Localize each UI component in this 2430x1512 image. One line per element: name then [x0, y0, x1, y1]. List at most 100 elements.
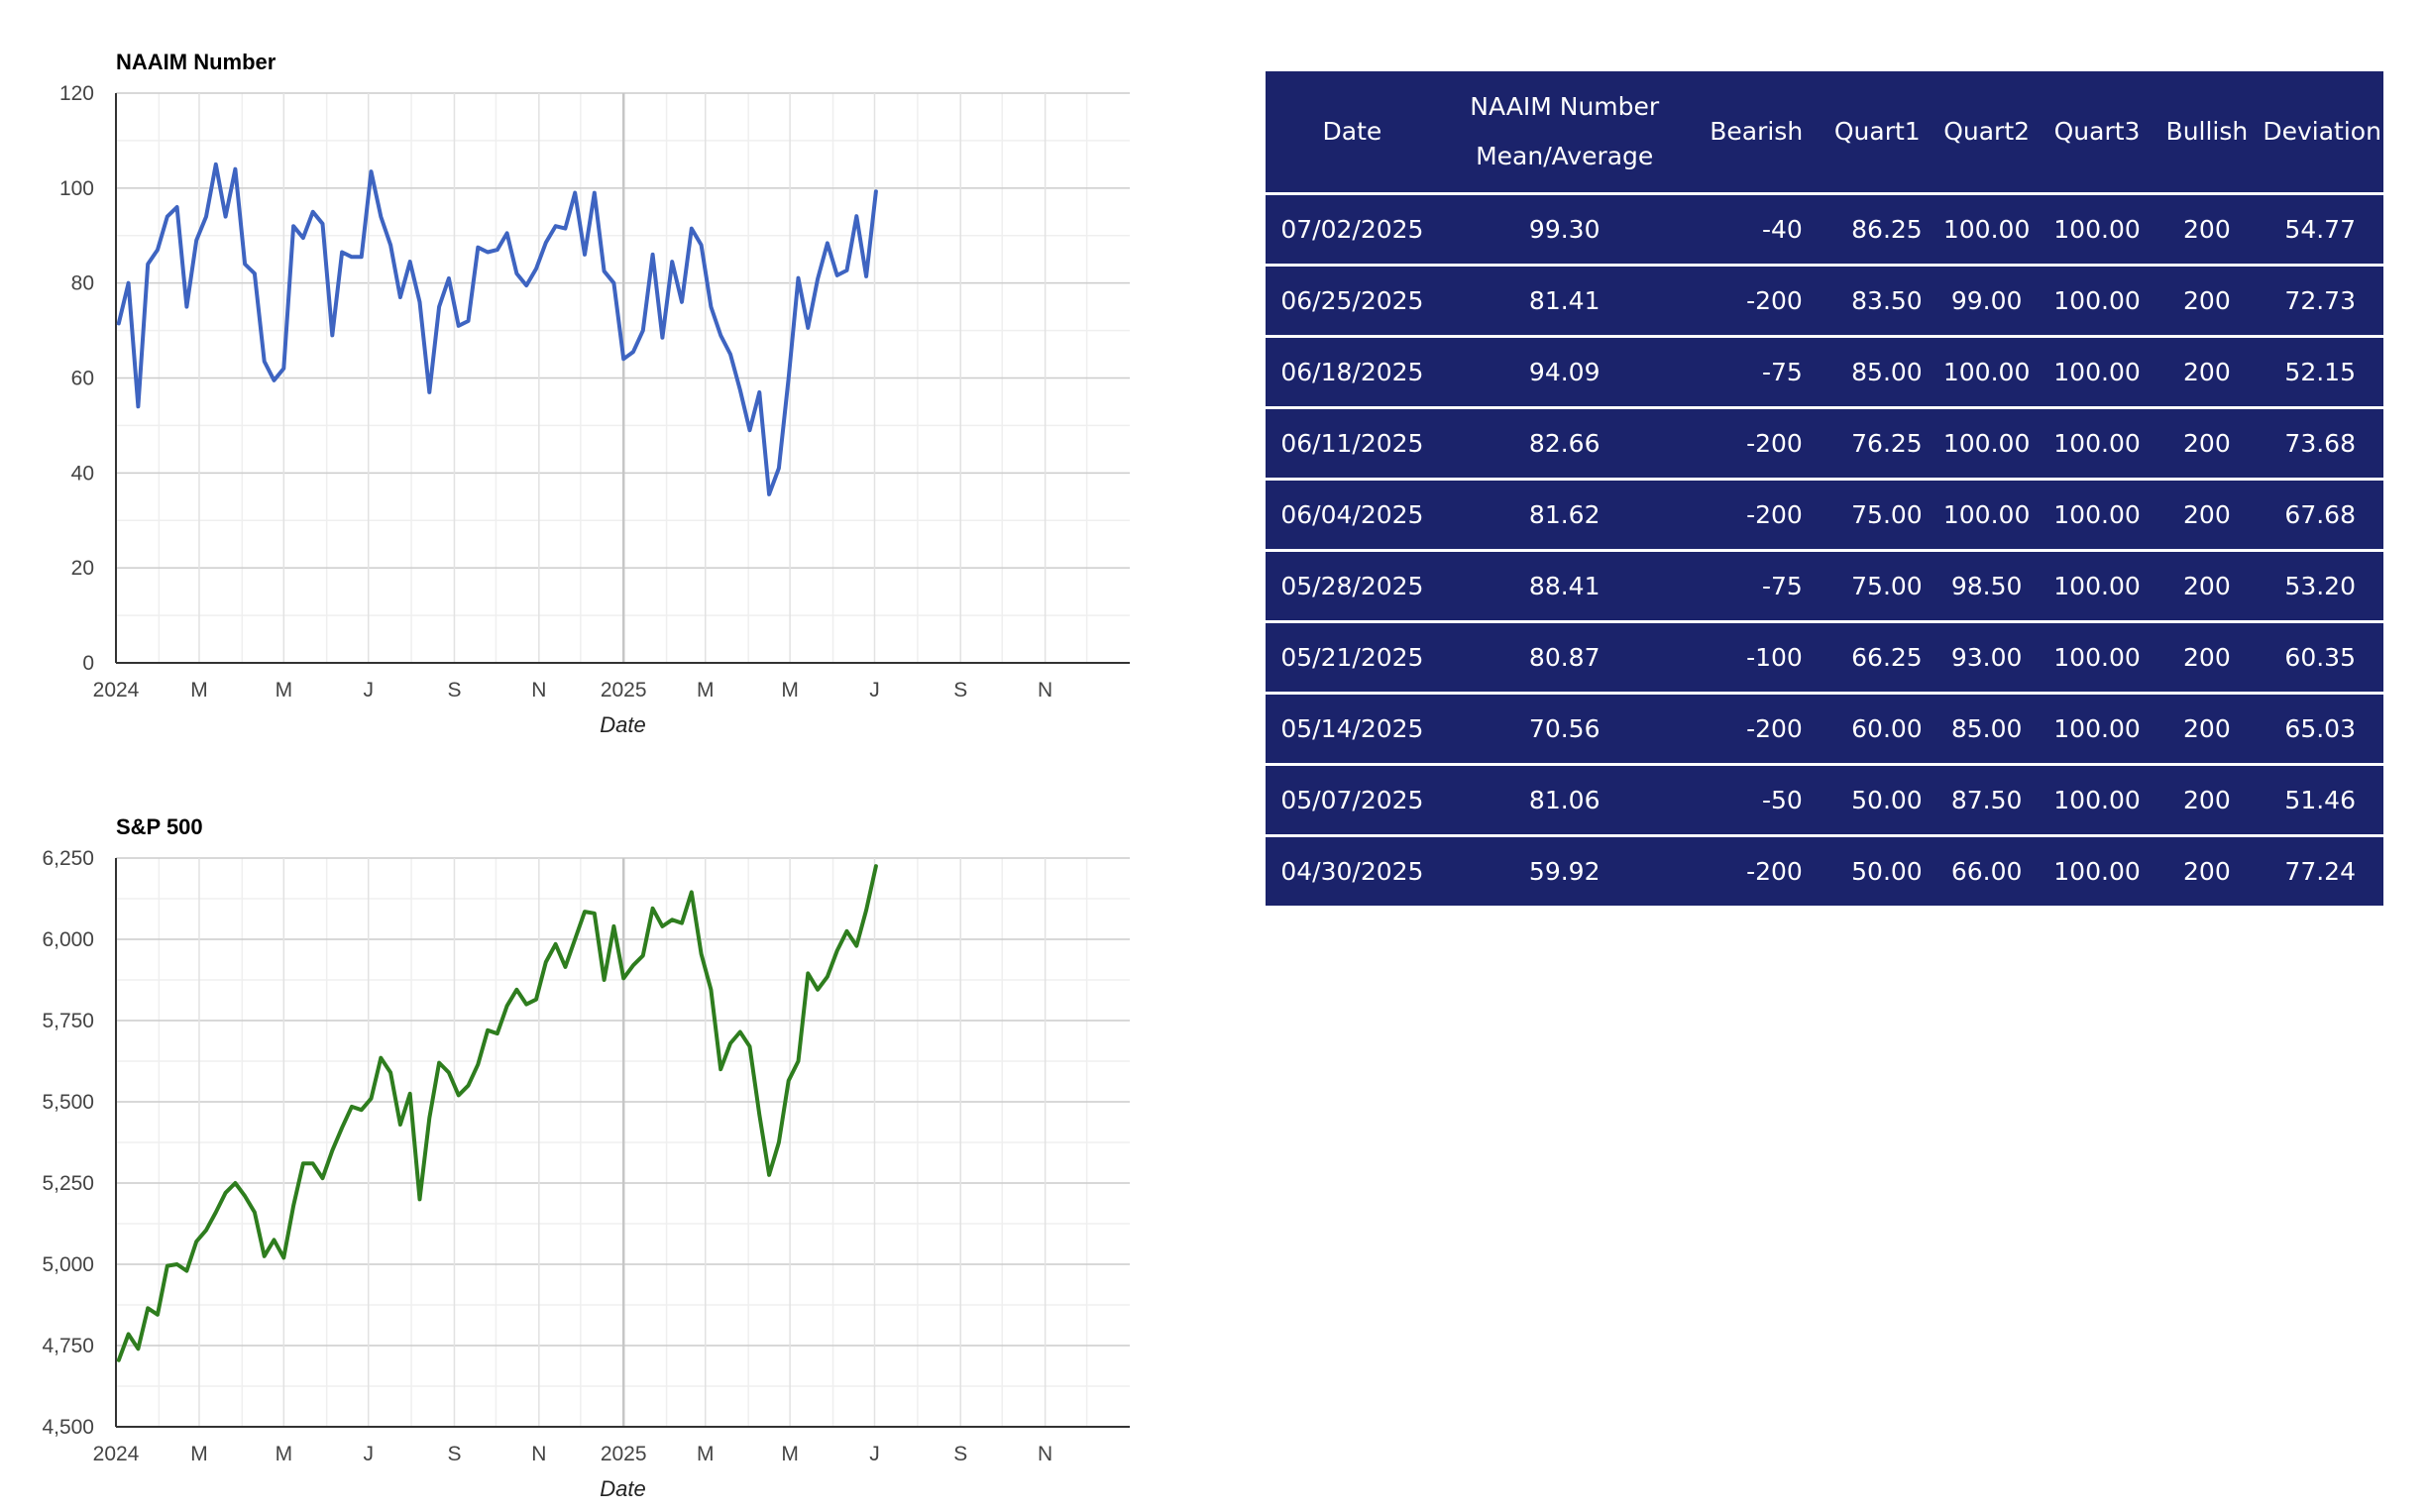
column-header-text: Date [1322, 117, 1382, 146]
x-tick-label: M [697, 1443, 715, 1465]
column-header-bearish: Bearish [1690, 71, 1822, 195]
x-tick-label: J [363, 1443, 374, 1465]
table-row: 05/07/2025 81.06 -50 50.00 87.50 100.00 200 51.… [1266, 764, 2383, 837]
cell-date: 05/28/2025 [1266, 550, 1439, 623]
cell-bearish: -200 [1690, 479, 1822, 552]
y-tick-label: 4,500 [42, 1416, 94, 1439]
x-tick-label: J [869, 679, 880, 702]
cell-quart1: 83.50 [1822, 265, 1933, 338]
y-tick-label: 5,000 [42, 1253, 94, 1276]
cell-quart3: 100.00 [2041, 764, 2154, 837]
y-tick-label: 5,750 [42, 1010, 94, 1032]
cell-quart1: 50.00 [1822, 764, 1933, 837]
cell-deviation: 72.73 [2261, 265, 2383, 338]
table-header-row: Date NAAIM Number Mean/Average Bearish Quart… [1266, 71, 2383, 195]
chart-title: NAAIM Number [116, 50, 276, 74]
y-tick-label: 100 [59, 177, 94, 200]
cell-quart1: 60.00 [1822, 693, 1933, 766]
x-tick-label: 2024 [93, 1443, 140, 1465]
x-tick-label: N [531, 679, 546, 702]
cell-deviation: 60.35 [2261, 621, 2383, 695]
cell-deviation: 54.77 [2261, 193, 2383, 267]
table-row: 07/02/2025 99.30 -40 86.25 100.00 100.00 200 54… [1266, 193, 2383, 267]
cell-quart1: 86.25 [1822, 193, 1933, 267]
table-row: 04/30/2025 59.92 -200 50.00 66.00 100.00 200 77… [1266, 836, 2383, 907]
x-tick-label: S [447, 679, 461, 702]
x-tick-label: S [953, 679, 967, 702]
cell-bullish: 200 [2153, 479, 2262, 552]
column-header-text: Quart3 [2053, 117, 2141, 146]
cell-bullish: 200 [2153, 764, 2262, 837]
y-tick-label: 0 [82, 652, 94, 675]
x-tick-label: M [781, 679, 799, 702]
cell-deviation: 52.15 [2261, 336, 2383, 409]
cell-date: 04/30/2025 [1280, 857, 1424, 886]
column-header-deviation: Deviation [2261, 71, 2383, 195]
cell-quart1: 50.00 [1851, 857, 1923, 886]
column-header-text: Quart1 [1833, 117, 1921, 146]
x-tick-label: S [953, 1443, 967, 1465]
y-tick-label: 6,250 [42, 847, 94, 870]
naaim-data-table: Date NAAIM Number Mean/Average Bearish Quart… [1266, 71, 2383, 906]
table-body: 07/02/2025 99.30 -40 86.25 100.00 100.00 200 54… [1266, 193, 2383, 907]
cell-bearish: -200 [1690, 265, 1822, 338]
cell-mean-average: 59.92 [1528, 857, 1601, 886]
y-tick-label: 5,500 [42, 1091, 94, 1114]
cell-deviation: 65.03 [2261, 693, 2383, 766]
y-tick-label: 80 [71, 272, 94, 295]
cell-date: 05/21/2025 [1266, 621, 1439, 695]
chart-title: S&P 500 [116, 814, 203, 839]
cell-quart1: 75.00 [1822, 479, 1933, 552]
x-tick-label: M [190, 679, 208, 702]
x-tick-label: M [190, 1443, 208, 1465]
cell-mean-average: 82.66 [1438, 407, 1691, 481]
x-tick-label: J [869, 1443, 880, 1465]
cell-date: 06/11/2025 [1266, 407, 1439, 481]
column-header-date: Date [1266, 71, 1439, 195]
x-tick-label: N [531, 1443, 546, 1465]
column-header-bullish: Bullish [2153, 71, 2262, 195]
cell-bearish: -200 [1690, 407, 1822, 481]
column-header-text: NAAIM Number [1470, 92, 1660, 121]
cell-bearish: -200 [1690, 693, 1822, 766]
cell-deviation: 77.24 [2284, 857, 2356, 886]
cell-bullish: 200 [2153, 336, 2262, 409]
cell-deviation: 67.68 [2261, 479, 2383, 552]
x-tick-label: M [276, 679, 293, 702]
cell-date: 06/18/2025 [1266, 336, 1439, 409]
cell-quart3: 100.00 [2041, 693, 2154, 766]
y-tick-label: 4,750 [42, 1335, 94, 1357]
cell-quart3: 100.00 [2041, 407, 2154, 481]
table-row: 06/25/2025 81.41 -200 83.50 99.00 100.00 200 72… [1266, 265, 2383, 338]
cell-bullish: 200 [2153, 407, 2262, 481]
x-tick-label: 2025 [601, 1443, 647, 1465]
cell-mean-average: 70.56 [1438, 693, 1691, 766]
cell-quart2: 100.00 [1932, 407, 2042, 481]
x-tick-label: N [1038, 1443, 1052, 1465]
cell-mean-average: 80.87 [1438, 621, 1691, 695]
cell-quart1: 76.25 [1822, 407, 1933, 481]
cell-bearish: -40 [1690, 193, 1822, 267]
cell-bullish: 200 [2153, 550, 2262, 623]
cell-quart2: 100.00 [1932, 479, 2042, 552]
cell-quart3: 100.00 [2041, 336, 2154, 409]
series-line [116, 162, 878, 496]
table-row: 06/04/2025 81.62 -200 75.00 100.00 100.00 200 6… [1266, 479, 2383, 552]
cell-bullish: 200 [2183, 857, 2231, 886]
cell-bearish: -100 [1690, 621, 1822, 695]
grid [116, 92, 1130, 664]
cell-bullish: 200 [2153, 621, 2262, 695]
table-row: 06/18/2025 94.09 -75 85.00 100.00 100.00 200 52… [1266, 336, 2383, 409]
cell-mean-average: 88.41 [1438, 550, 1691, 623]
cell-date: 06/04/2025 [1266, 479, 1439, 552]
cell-deviation: 73.68 [2261, 407, 2383, 481]
column-header-quart1: Quart1 [1822, 71, 1933, 195]
x-tick-label: M [697, 679, 715, 702]
cell-date: 05/07/2025 [1266, 764, 1439, 837]
y-tick-label: 20 [71, 557, 94, 580]
x-tick-label: S [447, 1443, 461, 1465]
cell-quart3: 100.00 [2053, 857, 2141, 886]
cell-quart1: 85.00 [1822, 336, 1933, 409]
series-line [116, 864, 878, 1362]
cell-date: 05/14/2025 [1266, 693, 1439, 766]
